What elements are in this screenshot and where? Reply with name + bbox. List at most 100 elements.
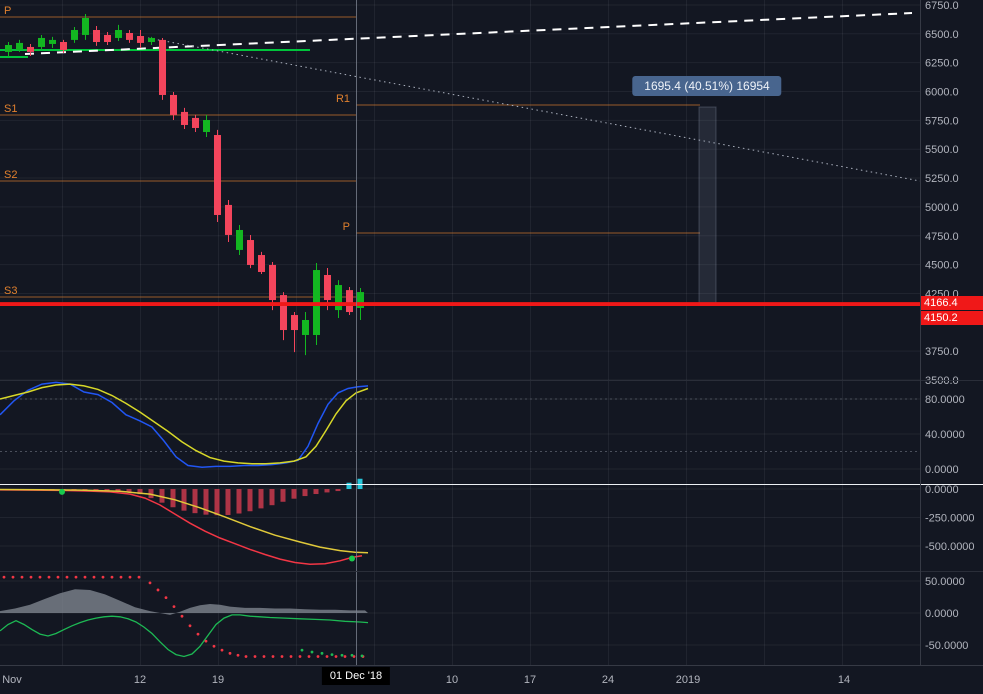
dotted-series-red [298, 655, 302, 658]
candle [181, 111, 188, 125]
time-tick-label: 10 [446, 674, 458, 686]
time-tick-label: 19 [212, 674, 224, 686]
candle [214, 135, 221, 215]
candle [60, 42, 67, 50]
time-tick-label: 12 [134, 674, 146, 686]
candle [49, 39, 56, 44]
candle [357, 292, 364, 308]
main-price-pane: P S1 S2 S3 R1 P [0, 5, 921, 356]
macd-histogram-bar [258, 489, 264, 509]
dotted-series-red [20, 575, 24, 579]
macd-histogram-bar [236, 489, 242, 514]
indicator-line [0, 488, 369, 554]
macd-histogram-bar [126, 489, 132, 493]
time-tick-label: 24 [602, 674, 614, 686]
macd-histogram-bar [324, 489, 330, 493]
macd-histogram-bar [115, 489, 121, 492]
price-tick-label: 5250.0 [925, 173, 959, 185]
macd-histogram-bar [291, 489, 297, 499]
trendline-dashed-white[interactable] [24, 12, 913, 55]
macd-histogram-bar [93, 489, 99, 491]
dotted-series-red [83, 575, 87, 579]
indicator-tick-label: 50.0000 [925, 576, 965, 588]
price-tick-label: 5750.0 [925, 115, 959, 127]
macd-histogram-bar [137, 489, 143, 495]
dotted-series-red [2, 575, 6, 579]
dotted-series-red [156, 588, 160, 592]
pivot-label: P [343, 221, 350, 233]
candle [104, 34, 111, 43]
dotted-series-red [289, 655, 293, 658]
macd-histogram-bar [170, 489, 176, 508]
pivot-label: P [4, 5, 11, 17]
candle [225, 204, 232, 235]
macd-histogram-bar [104, 489, 110, 491]
time-axis-background[interactable] [0, 665, 983, 694]
measure-tool-label[interactable]: 1695.4 (40.51%) 16954 [632, 76, 782, 96]
dotted-series-red [56, 575, 60, 579]
crosshair-time-label: 01 Dec '18 [321, 667, 391, 685]
dotted-series-red [204, 639, 208, 643]
candle [346, 290, 353, 313]
price-tick-label: 4500.0 [925, 260, 959, 272]
pivot-label: R1 [336, 93, 350, 105]
dotted-series-red [29, 575, 33, 579]
candle [269, 264, 276, 301]
price-line-label-lower: 4150.2 [921, 311, 983, 325]
indicator-tick-label: 0.0000 [925, 608, 959, 620]
dotted-series-green [350, 653, 354, 657]
time-tick-label: 17 [524, 674, 536, 686]
dotted-series-red [325, 655, 329, 658]
price-tick-label: 5000.0 [925, 202, 959, 214]
candle [38, 37, 45, 47]
indicator-tick-label: 40.0000 [925, 429, 965, 441]
candle [16, 42, 23, 50]
macd-histogram-bar [247, 489, 253, 512]
dotted-series-red [92, 575, 96, 579]
indicator-tick-label: -250.0000 [925, 513, 975, 525]
indicator-line-green [0, 614, 369, 658]
macd-histogram-bar [313, 489, 319, 495]
stochastic-pane [0, 381, 369, 469]
trendline-dotted[interactable] [147, 37, 921, 182]
time-axis[interactable]: Nov 12 19 10 17 24 2019 14 [0, 665, 983, 694]
macd-histogram-bar [181, 489, 187, 511]
dotted-series-red [38, 575, 42, 579]
dotted-series-red [262, 655, 266, 658]
candle [159, 39, 166, 95]
dotted-series-red [164, 596, 168, 600]
macd-histogram-bar [302, 489, 308, 497]
dotted-series-red [137, 575, 141, 579]
macd-pane [0, 478, 369, 565]
candle [137, 36, 144, 43]
price-tick-label: 3750.0 [925, 346, 959, 358]
price-axis[interactable]: 6750.0 6500.0 6250.0 6000.0 5750.0 5500.0 5250… [920, 0, 983, 694]
dotted-series-red [172, 605, 176, 608]
indicator-tick-label: -50.0000 [925, 640, 968, 652]
candle [126, 33, 133, 40]
dotted-series-red [110, 575, 114, 579]
price-axis-background[interactable] [920, 0, 983, 694]
macd-histogram-bar [214, 489, 220, 516]
candle [115, 30, 122, 38]
oscillator-pane [0, 575, 369, 658]
measure-tool-band[interactable] [698, 106, 717, 304]
dotted-series-red [101, 575, 105, 579]
macd-histogram-bar [225, 489, 231, 515]
candle [71, 30, 78, 40]
dotted-series-red [228, 651, 232, 655]
dotted-series-red [334, 655, 338, 658]
pivot-label: S1 [4, 103, 17, 115]
candle [82, 18, 89, 35]
dotted-series-red [220, 648, 224, 652]
price-line-label-upper: 4166.4 [921, 296, 983, 310]
dotted-series-green [360, 654, 364, 658]
dotted-series-red [148, 581, 152, 585]
dotted-series-red [188, 624, 192, 628]
indicator-tick-label: 0.0000 [925, 484, 959, 496]
candle [302, 319, 309, 335]
macd-histogram-bar [203, 489, 209, 515]
dotted-series-red [119, 575, 123, 579]
